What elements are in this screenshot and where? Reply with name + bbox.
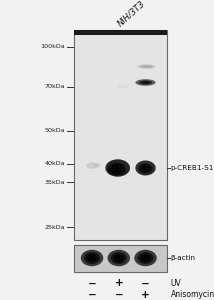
Ellipse shape [141,81,150,84]
Ellipse shape [110,165,122,174]
Ellipse shape [135,79,156,86]
Ellipse shape [84,252,100,264]
Text: +: + [114,278,123,289]
Text: 50kDa: 50kDa [45,128,65,133]
Ellipse shape [86,162,98,169]
Text: 70kDa: 70kDa [45,85,65,89]
Ellipse shape [94,163,101,167]
Ellipse shape [81,250,103,266]
Ellipse shape [141,65,152,68]
Ellipse shape [105,159,130,177]
Ellipse shape [114,254,124,262]
Text: p-CREB1-S133: p-CREB1-S133 [171,165,214,171]
Text: −: − [88,278,96,289]
Ellipse shape [139,164,152,174]
Ellipse shape [137,252,154,264]
Ellipse shape [139,80,152,85]
Text: −: − [114,290,123,300]
Text: 35kDa: 35kDa [45,180,65,184]
Bar [74,30,167,35]
Text: NIH/3T3: NIH/3T3 [116,0,147,28]
Text: −: − [141,278,150,289]
Text: 100kDa: 100kDa [41,44,65,49]
Text: Anisomycin: Anisomycin [171,290,214,299]
Ellipse shape [135,160,156,175]
Ellipse shape [118,85,128,88]
Ellipse shape [141,166,150,172]
Text: UV: UV [171,279,181,288]
Text: 25kDa: 25kDa [45,225,65,230]
Bar [74,244,167,272]
Text: β-actin: β-actin [171,255,196,261]
Text: +: + [141,290,150,300]
Ellipse shape [140,254,151,262]
Ellipse shape [87,254,97,262]
Ellipse shape [108,163,126,175]
Ellipse shape [137,64,156,69]
Ellipse shape [108,250,130,266]
Ellipse shape [134,250,157,266]
Bar [74,30,167,240]
Ellipse shape [111,252,127,264]
Text: 40kDa: 40kDa [45,161,65,166]
Text: −: − [88,290,96,300]
